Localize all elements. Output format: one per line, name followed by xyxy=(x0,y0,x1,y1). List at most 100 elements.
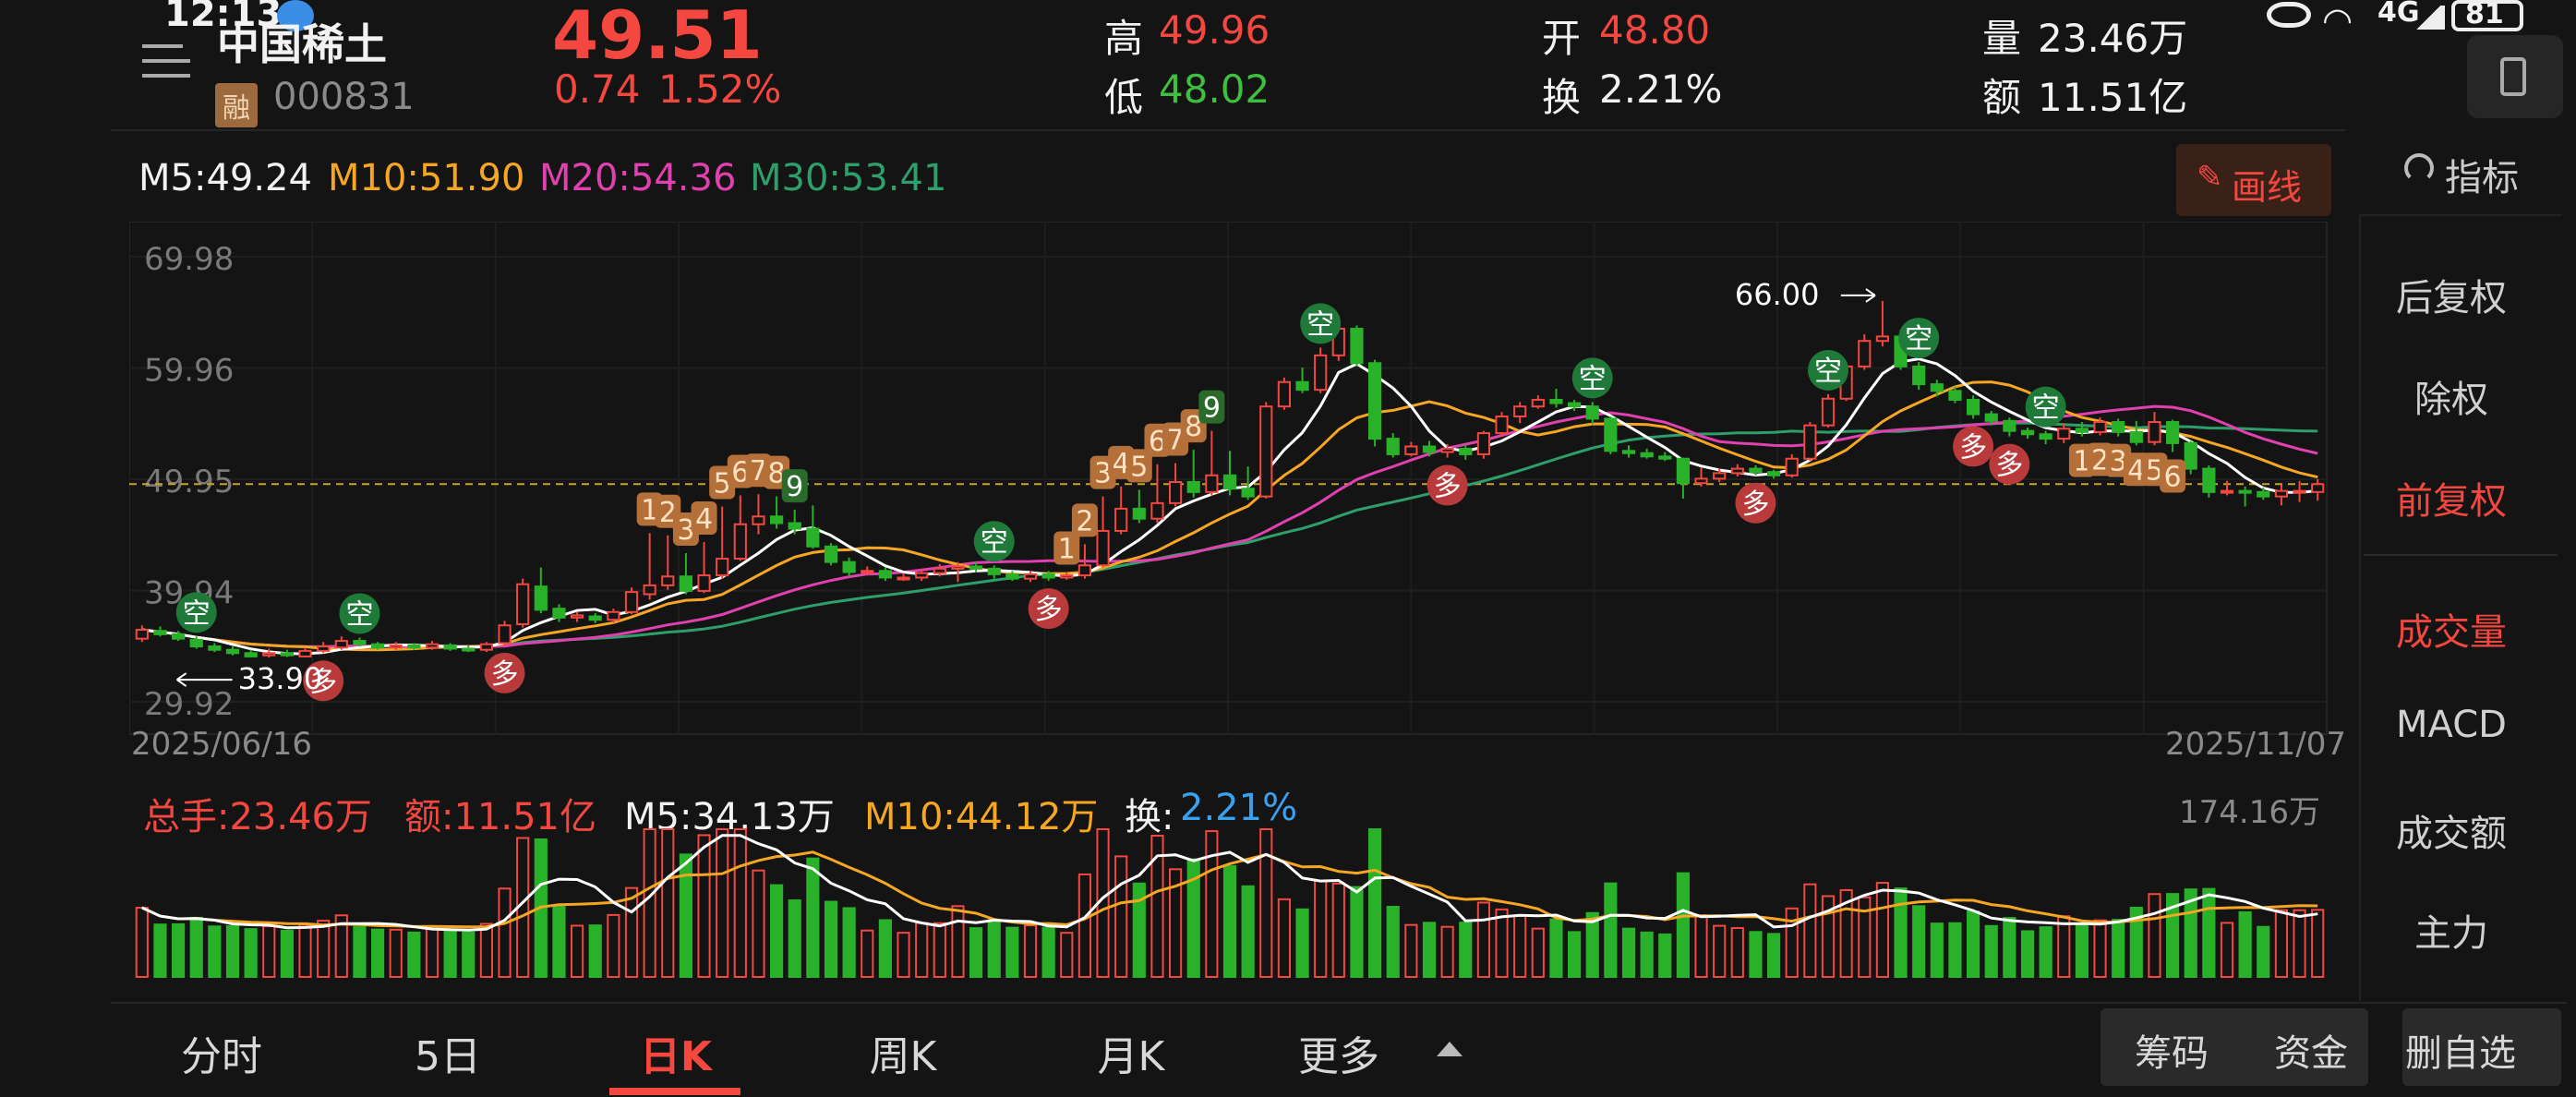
volume-bar xyxy=(1205,830,1219,978)
candle-body xyxy=(1967,398,1980,416)
candle-body xyxy=(1549,398,1563,404)
candle-body xyxy=(172,633,186,640)
volume-ma10: M10:44.12万 xyxy=(864,796,1099,838)
candle-body xyxy=(1858,340,1872,368)
candle-body xyxy=(1640,452,1654,458)
volume-bar xyxy=(1041,926,1055,978)
volume-bar xyxy=(1821,895,1836,978)
tab-monthly-k[interactable]: 月K xyxy=(1097,1033,1165,1080)
side-item-ex-rights[interactable]: 除权 xyxy=(2414,379,2488,421)
candle-body xyxy=(153,630,167,635)
signal-marker xyxy=(1426,464,1468,506)
volume-bar xyxy=(262,925,276,978)
marker-label: 多 xyxy=(309,666,337,698)
volume-max-label: 174.16万 xyxy=(2179,794,2320,831)
volume-bar xyxy=(407,931,421,978)
tab-weekly-k[interactable]: 周K xyxy=(869,1033,937,1080)
chip-button[interactable]: 筹码 xyxy=(2135,1032,2209,1075)
tab-more[interactable]: 更多 xyxy=(1298,1033,1379,1080)
signal-marker xyxy=(2025,386,2066,428)
volume-bar xyxy=(1114,855,1128,978)
volume-bar xyxy=(915,922,929,978)
volume-bar xyxy=(1585,911,1599,978)
volume-bar xyxy=(298,923,312,978)
side-item-pre-adjust[interactable]: 前复权 xyxy=(2396,480,2507,523)
volume-bar xyxy=(1222,864,1237,979)
stock-name: 中国稀土 xyxy=(217,19,387,69)
volume-bar xyxy=(1531,927,1545,978)
candle-body xyxy=(280,652,294,657)
menu-icon[interactable] xyxy=(142,44,190,85)
volume-bar xyxy=(1767,933,1781,978)
volume-bar xyxy=(443,928,457,978)
volume-bar xyxy=(1368,828,1382,978)
side-item-post-adjust[interactable]: 后复权 xyxy=(2396,277,2507,319)
volume-bar xyxy=(1259,828,1273,978)
volume-bar xyxy=(842,907,856,978)
marker-label: 多 xyxy=(1995,450,2023,482)
gauge-icon xyxy=(2404,153,2434,183)
tab-daily-k[interactable]: 日K xyxy=(639,1033,713,1080)
candle-body xyxy=(2039,433,2052,440)
volume-bar xyxy=(1948,922,1962,978)
marker-label: 多 xyxy=(1741,488,1769,521)
candle-body xyxy=(969,565,983,570)
remove-watchlist-button[interactable]: 删自选 xyxy=(2405,1032,2516,1075)
volume-bar xyxy=(1568,931,1582,978)
candle-body xyxy=(552,608,566,619)
candle-body xyxy=(1676,457,1690,485)
candle-body xyxy=(2238,489,2252,494)
margin-badge: 融 xyxy=(215,83,258,127)
candle-body xyxy=(1803,424,1817,460)
marker-label: 5 xyxy=(714,467,731,500)
candle-body xyxy=(262,652,276,657)
indicator-button[interactable]: 指标 xyxy=(2401,148,2562,203)
candle-body xyxy=(1096,529,1110,567)
stock-code: 000831 xyxy=(273,76,415,118)
draw-line-label: 画线 xyxy=(2232,167,2303,208)
volume-bar xyxy=(1912,905,1926,978)
candle-body xyxy=(1222,474,1237,490)
candle-body xyxy=(135,629,149,640)
candle-body xyxy=(2020,429,2035,436)
side-item-macd[interactable]: MACD xyxy=(2396,704,2507,746)
price-change-pct: 1.52% xyxy=(658,66,782,112)
volume-bar xyxy=(1495,908,1509,978)
volume-bar xyxy=(2075,924,2088,978)
side-item-main-force[interactable]: 主力 xyxy=(2414,912,2488,955)
candle-body xyxy=(425,643,439,649)
fund-button[interactable]: 资金 xyxy=(2274,1032,2348,1075)
candle-body xyxy=(1875,335,1889,343)
candle-body xyxy=(1713,472,1727,480)
sequence-marker xyxy=(1053,531,1080,565)
side-item-volume[interactable]: 成交量 xyxy=(2396,611,2507,654)
candle-body xyxy=(842,561,856,573)
remove-watch-group xyxy=(2402,1008,2561,1086)
volume-bar xyxy=(969,927,983,979)
marker-label: 多 xyxy=(1035,594,1063,626)
tab-intraday[interactable]: 分时 xyxy=(181,1033,262,1080)
marker-label: 3 xyxy=(2110,446,2127,478)
marker-label: 4 xyxy=(1113,448,1130,480)
landscape-toggle-button[interactable] xyxy=(2467,35,2563,118)
marker-label: 多 xyxy=(1434,471,1462,503)
candle-body xyxy=(588,615,602,621)
wifi-icon: ◠ xyxy=(2322,0,2353,41)
volume-bar xyxy=(788,899,801,978)
candle-body xyxy=(661,575,675,586)
candle-body xyxy=(987,567,1001,575)
draw-line-button[interactable]: ✎ 画线 xyxy=(2176,144,2331,216)
candle-body xyxy=(1350,327,1364,365)
candle-body xyxy=(2293,489,2306,494)
candle-body xyxy=(752,515,765,525)
side-item-amount[interactable]: 成交额 xyxy=(2396,813,2507,855)
volume-bar xyxy=(1930,922,1944,978)
candle-body xyxy=(1930,383,1944,392)
marker-label: 空 xyxy=(1579,363,1607,395)
signal-marker xyxy=(175,592,217,633)
candle-body xyxy=(788,522,801,530)
ma5-legend: M5:49.24 xyxy=(138,157,312,199)
sequence-marker xyxy=(2160,459,2186,493)
tab-5day[interactable]: 5日 xyxy=(415,1033,481,1080)
